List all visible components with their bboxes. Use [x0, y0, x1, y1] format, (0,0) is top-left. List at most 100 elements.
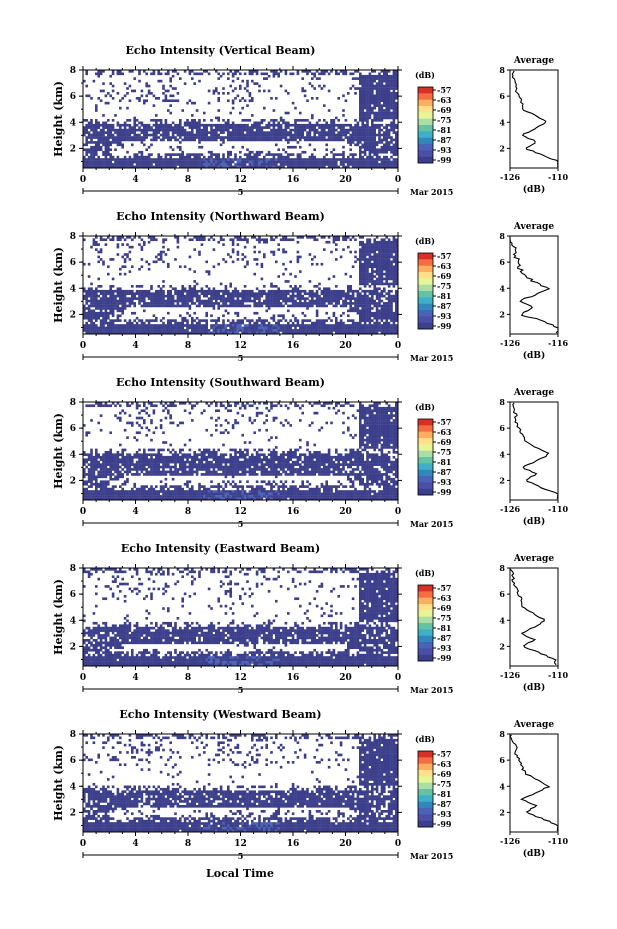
heatmap-cell — [258, 304, 261, 308]
heatmap-cell — [133, 294, 136, 298]
heatmap-cell — [92, 123, 96, 127]
heatmap-cell — [114, 302, 117, 305]
heatmap-cell — [395, 275, 398, 278]
heatmap-cell — [90, 324, 93, 327]
heatmap-cell — [243, 329, 247, 332]
heatmap-cell — [373, 101, 376, 105]
heatmap-cell — [359, 114, 362, 117]
heatmap-cell — [162, 245, 165, 249]
heatmap-cell — [368, 326, 372, 330]
heatmap-cell — [121, 324, 124, 327]
heatmap-cell — [272, 329, 276, 332]
heatmap-cell — [162, 136, 165, 139]
heatmap-cell — [359, 158, 362, 161]
heatmap-cell — [195, 155, 199, 159]
heatmap-cell — [193, 72, 196, 76]
heatmap-cell — [169, 128, 172, 132]
heatmap-cell — [270, 329, 273, 332]
heatmap-cell — [167, 99, 170, 103]
heatmap-cell — [371, 136, 374, 139]
heatmap-cell — [90, 153, 93, 156]
heatmap-cell — [83, 497, 86, 501]
heatmap-cell — [267, 307, 271, 310]
heatmap-cell — [373, 248, 376, 251]
heatmap-cell — [275, 326, 278, 330]
heatmap-cell — [145, 84, 148, 88]
heatmap-cell — [363, 272, 367, 276]
heatmap-cell — [109, 297, 112, 300]
heatmap-cell — [119, 287, 122, 291]
heatmap-cell — [339, 131, 343, 134]
heatmap-cell — [97, 331, 100, 335]
heatmap-cell — [200, 136, 204, 139]
heatmap-cell — [171, 324, 175, 327]
heatmap-cell — [236, 236, 240, 239]
heatmap-cell — [198, 163, 201, 166]
heatmap-cell — [325, 326, 328, 330]
heatmap-cell — [167, 294, 170, 298]
heatmap-cell — [241, 106, 244, 110]
heatmap-cell — [330, 160, 333, 164]
heatmap-cell — [301, 297, 304, 300]
heatmap-cell — [159, 138, 163, 142]
heatmap-cell — [299, 299, 302, 303]
heatmap-cell — [366, 106, 369, 110]
heatmap-cell — [366, 128, 369, 132]
heatmap-cell — [97, 97, 100, 100]
profile-frame — [509, 69, 559, 169]
heatmap-cell — [186, 101, 189, 105]
heatmap-cell — [212, 123, 216, 127]
heatmap-cell — [354, 77, 357, 80]
heatmap-cell — [176, 245, 180, 249]
heatmap-cell — [351, 292, 355, 296]
heatmap-cell — [368, 292, 372, 296]
heatmap-cell — [171, 126, 175, 129]
heatmap-cell — [299, 128, 302, 132]
heatmap-cell — [378, 101, 381, 105]
heatmap-cell — [239, 72, 242, 76]
heatmap-cell — [385, 155, 388, 159]
heatmap-cell — [263, 155, 266, 159]
heatmap-cell — [135, 153, 139, 156]
heatmap-cell — [260, 292, 264, 296]
heatmap-cell — [188, 153, 192, 156]
heatmap-cell — [311, 331, 314, 335]
heatmap-cell — [258, 160, 261, 164]
heatmap-cell — [294, 119, 297, 122]
heatmap-cell — [323, 70, 326, 73]
heatmap-cell — [133, 160, 136, 164]
heatmap-cell — [392, 72, 396, 76]
heatmap-cell — [277, 128, 280, 132]
heatmap-cell — [339, 136, 343, 139]
heatmap-cell — [167, 89, 170, 93]
heatmap-cell — [275, 289, 278, 293]
heatmap-cell — [217, 126, 220, 129]
heatmap-cell — [253, 321, 256, 325]
heatmap-cell — [272, 109, 276, 112]
heatmap-cell — [152, 123, 156, 127]
heatmap-cell — [207, 289, 211, 293]
heatmap-cell — [258, 319, 261, 322]
heatmap-cell — [248, 138, 252, 142]
heatmap-cell — [347, 236, 350, 239]
heatmap-cell — [366, 248, 369, 251]
heatmap-cell — [287, 138, 290, 142]
heatmap-cell — [294, 126, 297, 129]
colorbar-tick-label: -93 — [437, 145, 452, 155]
heatmap-cell — [375, 243, 379, 246]
heatmap-cell — [375, 236, 379, 239]
heatmap-cell — [375, 87, 379, 90]
heatmap-cell — [342, 329, 345, 332]
heatmap-cell — [339, 289, 343, 293]
heatmap-cell — [354, 321, 357, 325]
heatmap-cell — [363, 165, 367, 169]
heatmap-cell — [325, 304, 328, 308]
heatmap-cell — [308, 236, 312, 239]
heatmap-cell — [383, 72, 386, 76]
heatmap-cell — [131, 292, 134, 296]
heatmap-cell — [234, 126, 237, 129]
heatmap-cell — [375, 329, 379, 332]
heatmap-cell — [373, 329, 376, 332]
heatmap-cell — [152, 165, 156, 169]
heatmap-cell — [359, 82, 362, 85]
